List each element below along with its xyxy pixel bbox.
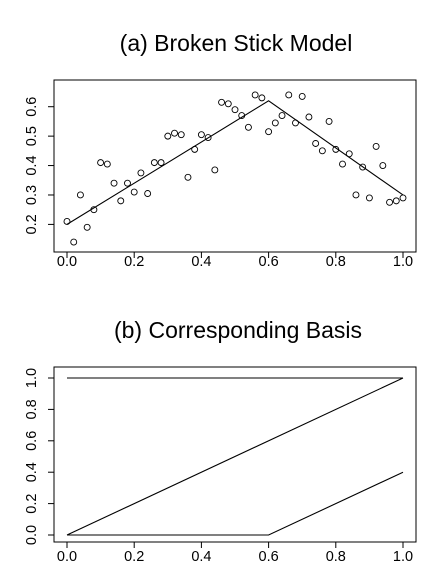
data-point xyxy=(251,91,259,99)
data-point xyxy=(157,159,165,167)
data-point xyxy=(124,179,131,187)
y-tick-label: 0.6 xyxy=(24,431,40,451)
data-point xyxy=(97,159,105,167)
chart-a-points xyxy=(63,91,407,246)
data-point xyxy=(110,179,118,187)
y-tick-label: 0.6 xyxy=(24,97,40,117)
data-point xyxy=(150,159,158,167)
data-point xyxy=(177,131,185,139)
y-tick-label: 0.2 xyxy=(24,494,40,514)
data-point xyxy=(137,169,145,177)
data-point xyxy=(352,191,360,199)
data-point xyxy=(191,145,199,153)
data-point xyxy=(318,147,326,155)
data-point xyxy=(76,191,84,199)
series-line-1 xyxy=(66,100,404,225)
data-point xyxy=(285,91,293,99)
data-point xyxy=(197,131,205,139)
data-point xyxy=(171,129,178,137)
data-point xyxy=(325,117,333,125)
data-point xyxy=(144,190,152,197)
y-tick-label: 0.3 xyxy=(24,185,40,205)
x-tick-label: 0.6 xyxy=(259,254,279,270)
data-point xyxy=(312,140,320,147)
data-point xyxy=(332,145,340,153)
series-line-2 xyxy=(66,377,404,536)
chart-a-lines xyxy=(66,100,404,225)
chart-a-axes: 0.0 0.2 0.4 0.6 0.8 1.0 0.2 0.3 0.4 0.5 0.6 xyxy=(24,97,413,270)
data-point xyxy=(164,132,172,140)
series-line-3 xyxy=(67,471,404,536)
chart-b-title: (b) Corresponding Basis xyxy=(114,317,362,343)
data-point xyxy=(392,197,400,205)
data-point xyxy=(130,188,138,196)
y-tick-label: 0.4 xyxy=(24,462,40,482)
x-tick-label: 0.0 xyxy=(57,549,77,565)
x-tick-label: 0.8 xyxy=(326,254,346,270)
data-point xyxy=(218,98,226,106)
x-tick-label: 0.2 xyxy=(124,549,144,565)
x-tick-label: 1.0 xyxy=(393,549,413,565)
data-point xyxy=(184,173,192,181)
data-point xyxy=(231,106,239,114)
data-point xyxy=(339,160,346,168)
data-point xyxy=(117,197,125,205)
y-tick-label: 0.4 xyxy=(24,155,40,175)
chart-a-title: (a) Broken Stick Model xyxy=(120,30,353,56)
data-point xyxy=(292,119,299,127)
x-tick-label: 0.0 xyxy=(57,254,77,270)
y-tick-label: 0.5 xyxy=(24,126,40,146)
data-point xyxy=(204,134,212,142)
data-point xyxy=(90,206,98,214)
x-tick-label: 0.6 xyxy=(259,549,279,565)
data-point xyxy=(83,223,91,231)
data-point xyxy=(63,218,71,225)
data-point xyxy=(278,112,286,119)
data-point xyxy=(244,123,252,131)
x-tick-label: 0.4 xyxy=(191,254,211,270)
data-point xyxy=(359,163,367,171)
data-point xyxy=(305,113,313,121)
data-point xyxy=(70,238,78,246)
data-point xyxy=(372,142,380,150)
chart-b-axes: 0.0 0.2 0.4 0.6 0.8 1.0 0.0 0.2 0.4 0.6 0.8 1.0 xyxy=(24,368,413,565)
y-tick-label: 0.0 xyxy=(24,525,40,545)
data-point xyxy=(211,166,219,174)
data-point xyxy=(379,162,387,170)
data-point xyxy=(103,160,111,168)
x-tick-label: 0.2 xyxy=(124,254,144,270)
data-point xyxy=(345,150,353,158)
data-point xyxy=(365,194,373,202)
data-point xyxy=(386,198,394,206)
data-point xyxy=(298,92,306,100)
data-point xyxy=(265,128,273,136)
data-point xyxy=(271,119,279,127)
data-point xyxy=(238,112,246,119)
chart-b-lines xyxy=(66,377,404,536)
y-tick-label: 1.0 xyxy=(24,368,40,388)
data-point xyxy=(399,194,407,202)
y-tick-label: 0.2 xyxy=(24,214,40,234)
data-point xyxy=(224,100,232,108)
x-tick-label: 0.8 xyxy=(326,549,346,565)
y-tick-label: 0.8 xyxy=(24,399,40,419)
x-tick-label: 0.4 xyxy=(191,549,211,565)
data-point xyxy=(258,94,266,102)
x-tick-label: 1.0 xyxy=(393,254,413,270)
